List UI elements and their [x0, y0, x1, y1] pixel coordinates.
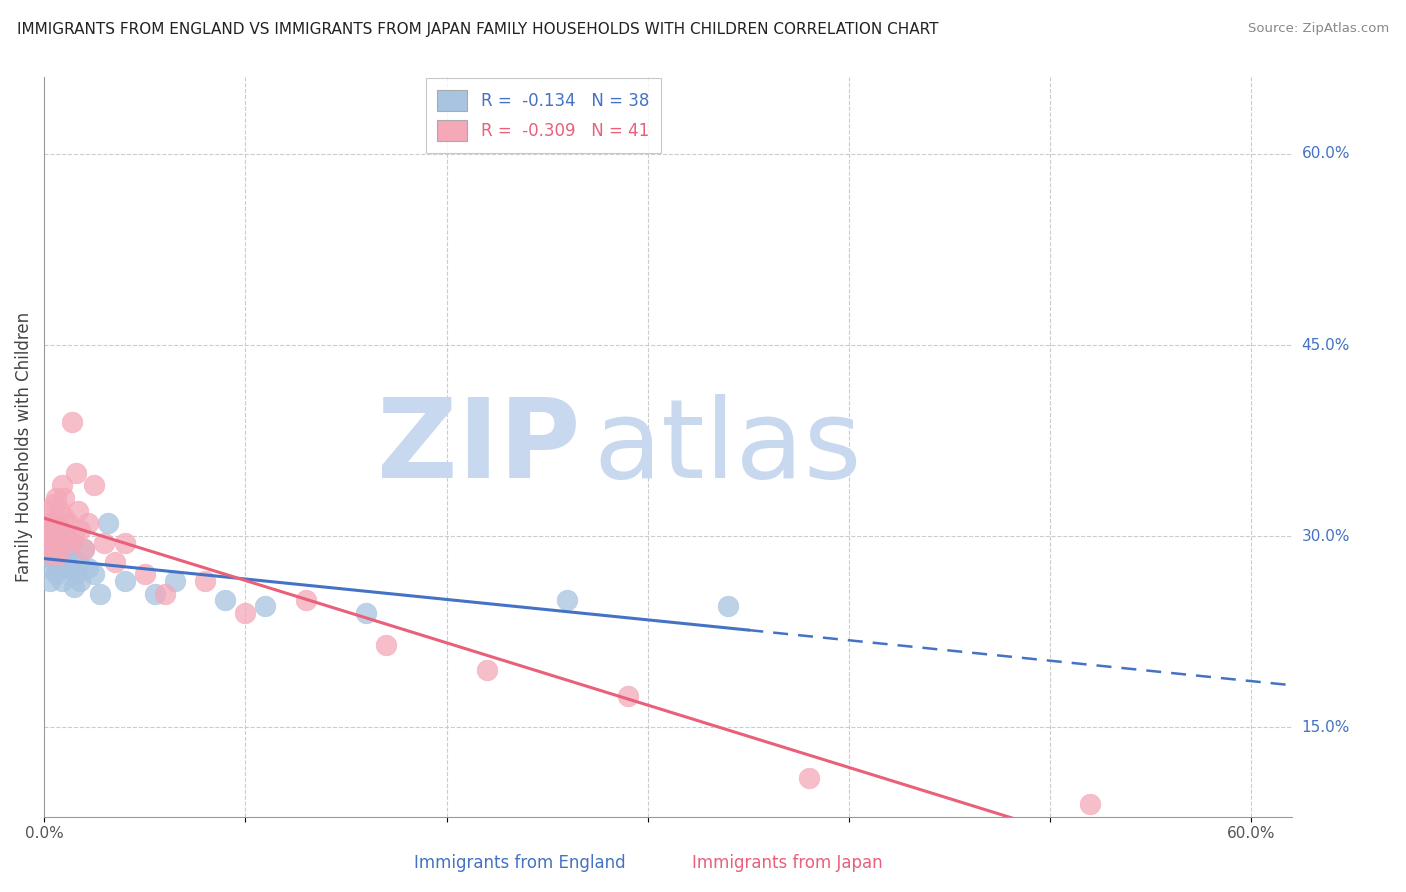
Point: [114, 535, 136, 549]
Point: [39, 549, 62, 563]
Point: [37, 516, 59, 531]
Point: [44, 535, 66, 549]
Point: [83, 478, 105, 492]
Point: [51, 478, 73, 492]
Point: [194, 574, 217, 588]
Point: [39, 504, 62, 518]
Point: [45, 516, 67, 531]
Text: 45.0%: 45.0%: [1302, 337, 1350, 352]
Point: [69, 574, 91, 588]
Point: [77, 561, 100, 575]
Point: [46, 523, 69, 537]
Point: [103, 555, 125, 569]
Text: atlas: atlas: [593, 393, 862, 500]
Text: 30.0%: 30.0%: [1302, 529, 1350, 544]
Point: [63, 529, 86, 543]
Point: [294, 593, 316, 607]
Point: [35, 535, 58, 549]
Point: [53, 529, 76, 543]
Point: [39, 529, 62, 543]
Point: [44, 555, 66, 569]
Point: [41, 561, 63, 575]
Point: [49, 535, 72, 549]
Point: [49, 504, 72, 518]
Text: ZIP: ZIP: [377, 393, 581, 500]
Point: [46, 516, 69, 531]
Point: [83, 567, 105, 582]
Point: [797, 772, 820, 786]
Point: [44, 529, 66, 543]
Point: [49, 561, 72, 575]
Point: [41, 516, 63, 531]
Text: IMMIGRANTS FROM ENGLAND VS IMMIGRANTS FROM JAPAN FAMILY HOUSEHOLDS WITH CHILDREN: IMMIGRANTS FROM ENGLAND VS IMMIGRANTS FR…: [17, 22, 938, 37]
Point: [69, 523, 91, 537]
Point: [375, 638, 398, 652]
Point: [67, 504, 90, 518]
Point: [63, 580, 86, 594]
Point: [1078, 797, 1101, 811]
Point: [354, 606, 377, 620]
Point: [37, 516, 59, 531]
Point: [53, 491, 76, 505]
Point: [35, 535, 58, 549]
Point: [46, 541, 69, 556]
Point: [49, 549, 72, 563]
Point: [41, 535, 63, 549]
Point: [39, 574, 62, 588]
Point: [73, 541, 96, 556]
Point: [93, 535, 115, 549]
Point: [89, 586, 111, 600]
Point: [60, 535, 83, 549]
Point: [65, 567, 87, 582]
Point: [73, 541, 96, 556]
Point: [114, 574, 136, 588]
Point: [45, 567, 67, 582]
Point: [134, 567, 156, 582]
Point: [153, 586, 176, 600]
Text: Source: ZipAtlas.com: Source: ZipAtlas.com: [1249, 22, 1389, 36]
Point: [59, 535, 82, 549]
Point: [616, 689, 638, 703]
Point: [717, 599, 740, 614]
Point: [97, 516, 120, 531]
Point: [555, 593, 578, 607]
Text: 15.0%: 15.0%: [1302, 720, 1350, 735]
Point: [163, 574, 186, 588]
Point: [475, 663, 498, 677]
Point: [53, 510, 76, 524]
Text: 60.0%: 60.0%: [1302, 146, 1350, 161]
Point: [233, 606, 256, 620]
Point: [53, 549, 76, 563]
Point: [143, 586, 166, 600]
Point: [46, 549, 69, 563]
Point: [41, 549, 63, 563]
Text: Immigrants from England: Immigrants from England: [415, 855, 626, 872]
Point: [44, 497, 66, 511]
Point: [51, 574, 73, 588]
Point: [37, 549, 59, 563]
Point: [59, 561, 82, 575]
Point: [58, 555, 80, 569]
Point: [58, 516, 80, 531]
Point: [77, 516, 100, 531]
Point: [65, 466, 87, 480]
Point: [45, 491, 67, 505]
Legend: R =  -0.134   N = 38, R =  -0.309   N = 41: R = -0.134 N = 38, R = -0.309 N = 41: [426, 78, 661, 153]
Point: [60, 415, 83, 429]
Y-axis label: Family Households with Children: Family Households with Children: [15, 312, 32, 582]
Point: [55, 541, 77, 556]
Point: [67, 555, 90, 569]
Text: Immigrants from Japan: Immigrants from Japan: [692, 855, 883, 872]
Point: [55, 529, 77, 543]
Point: [254, 599, 277, 614]
Point: [214, 593, 236, 607]
